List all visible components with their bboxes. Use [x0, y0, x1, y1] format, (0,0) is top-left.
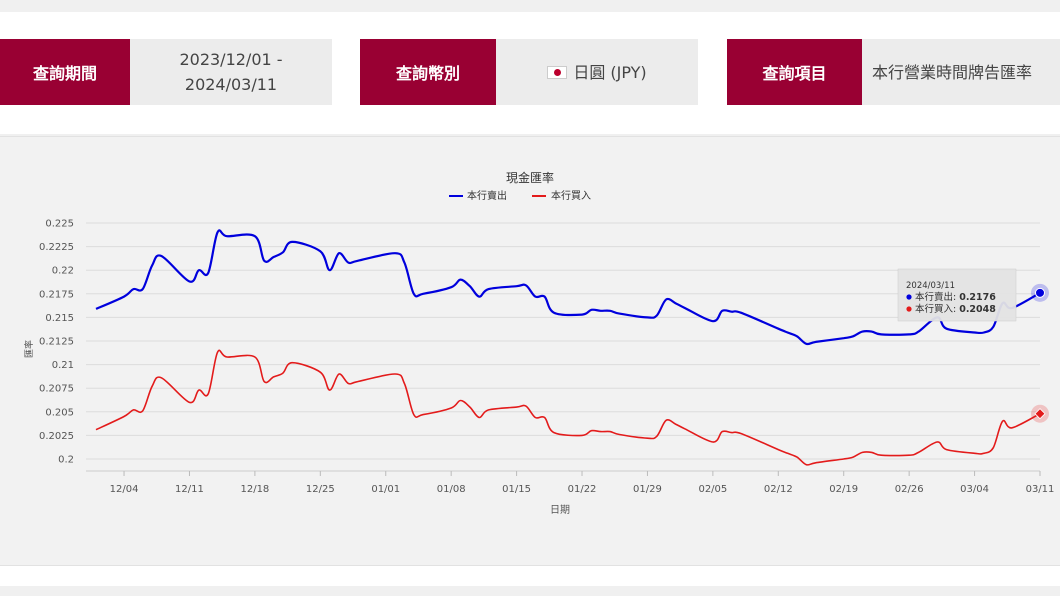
tooltip-sell: 本行賣出: 0.2176 — [915, 291, 996, 303]
x-tick-label: 02/05 — [698, 484, 727, 495]
x-tick-label: 12/04 — [110, 484, 139, 495]
buy-last-point[interactable] — [1034, 408, 1046, 420]
legend-buy-label[interactable]: 本行買入 — [551, 189, 591, 202]
currency-value[interactable]: 日圓 (JPY) — [496, 39, 698, 105]
series-sell-line — [95, 229, 1041, 346]
x-tick-label: 01/15 — [502, 484, 531, 495]
y-axis-ticks: 0.2 0.2025 0.205 0.2075 0.21 0.2125 0.215 0.217… — [39, 219, 74, 466]
exchange-rate-chart: 現金匯率 本行賣出 本行買入 0.20.20250.2050.20750.210… — [23, 170, 1055, 516]
y-tick-label: 0.2125 — [39, 337, 74, 348]
chart-title: 現金匯率 — [506, 170, 554, 185]
x-tick-label: 01/29 — [633, 484, 662, 495]
y-tick-label: 0.2 — [58, 455, 74, 466]
series-buy-line — [95, 349, 1041, 466]
x-axis-ticks: 12/04 12/11 12/18 12/25 01/01 01/08 01/15 01/22… — [86, 470, 1055, 495]
y-tick-label: 0.205 — [45, 407, 74, 418]
x-tick-label: 03/11 — [1026, 484, 1055, 495]
x-tick-label: 02/12 — [764, 484, 793, 495]
tooltip-sell-marker — [906, 294, 912, 300]
bottom-strip — [0, 566, 1060, 586]
grid — [86, 222, 1040, 460]
tooltip-buy-marker — [906, 306, 912, 312]
filter-bar: 查詢期間 2023/12/01 - 2024/03/11 查詢幣別 日圓 (JP… — [0, 12, 1060, 134]
period-label: 查詢期間 — [0, 39, 130, 105]
x-tick-label: 01/22 — [568, 484, 597, 495]
x-tick-label: 03/04 — [960, 484, 989, 495]
tooltip-buy-value: 0.2048 — [959, 304, 996, 315]
x-tick-label: 12/25 — [306, 484, 335, 495]
tooltip-box — [897, 268, 1017, 322]
tooltip-sell-label: 本行賣出: — [915, 291, 956, 303]
x-tick-label: 12/11 — [175, 484, 204, 495]
period-end: 2024/03/11 — [184, 75, 278, 94]
legend-sell-label[interactable]: 本行賣出 — [467, 189, 507, 202]
currency-label: 查詢幣別 — [360, 39, 496, 105]
tooltip: 2024/03/11 本行賣出: 0.2176 本行買入: 0.2048 — [897, 268, 1017, 322]
period-start: 2023/12/01 - — [179, 50, 283, 69]
x-tick-label: 12/18 — [240, 484, 269, 495]
japan-flag-icon — [547, 65, 568, 79]
x-tick-label: 01/01 — [371, 484, 400, 495]
chart-card: 現金匯率 本行賣出 本行買入 0.2 0.2025 0.205 0.2075 0.21 0… — [0, 136, 1060, 566]
tooltip-buy: 本行買入: 0.2048 — [915, 303, 996, 315]
y-tick-label: 0.2225 — [39, 242, 74, 253]
y-tick-label: 0.22 — [52, 266, 74, 277]
tooltip-date: 2024/03/11 — [906, 281, 955, 291]
x-axis-label: 日期 — [550, 504, 570, 516]
y-tick-label: 0.2025 — [39, 431, 74, 442]
y-tick-label: 0.225 — [45, 219, 74, 230]
legend: 本行賣出 本行買入 — [449, 189, 591, 202]
x-tick-label: 02/19 — [829, 484, 858, 495]
x-tick-label: 02/26 — [895, 484, 924, 495]
tooltip-buy-label: 本行買入: — [915, 303, 956, 315]
bottom-strip-2 — [0, 586, 1060, 596]
y-axis-label: 匯率 — [23, 340, 35, 358]
x-tick-label: 01/08 — [437, 484, 466, 495]
tooltip-sell-value: 0.2176 — [959, 292, 996, 303]
sell-last-point[interactable] — [1035, 287, 1045, 298]
period-value[interactable]: 2023/12/01 - 2024/03/11 — [130, 39, 332, 105]
y-tick-label: 0.215 — [45, 313, 74, 324]
y-tick-label: 0.2075 — [39, 384, 74, 395]
currency-text: 日圓 (JPY) — [573, 62, 647, 82]
y-tick-label: 0.2175 — [39, 289, 74, 300]
y-tick-label: 0.21 — [52, 360, 74, 371]
item-value[interactable]: 本行營業時間牌告匯率 — [862, 39, 1060, 105]
top-strip — [0, 0, 1060, 12]
item-label: 查詢項目 — [727, 39, 862, 105]
